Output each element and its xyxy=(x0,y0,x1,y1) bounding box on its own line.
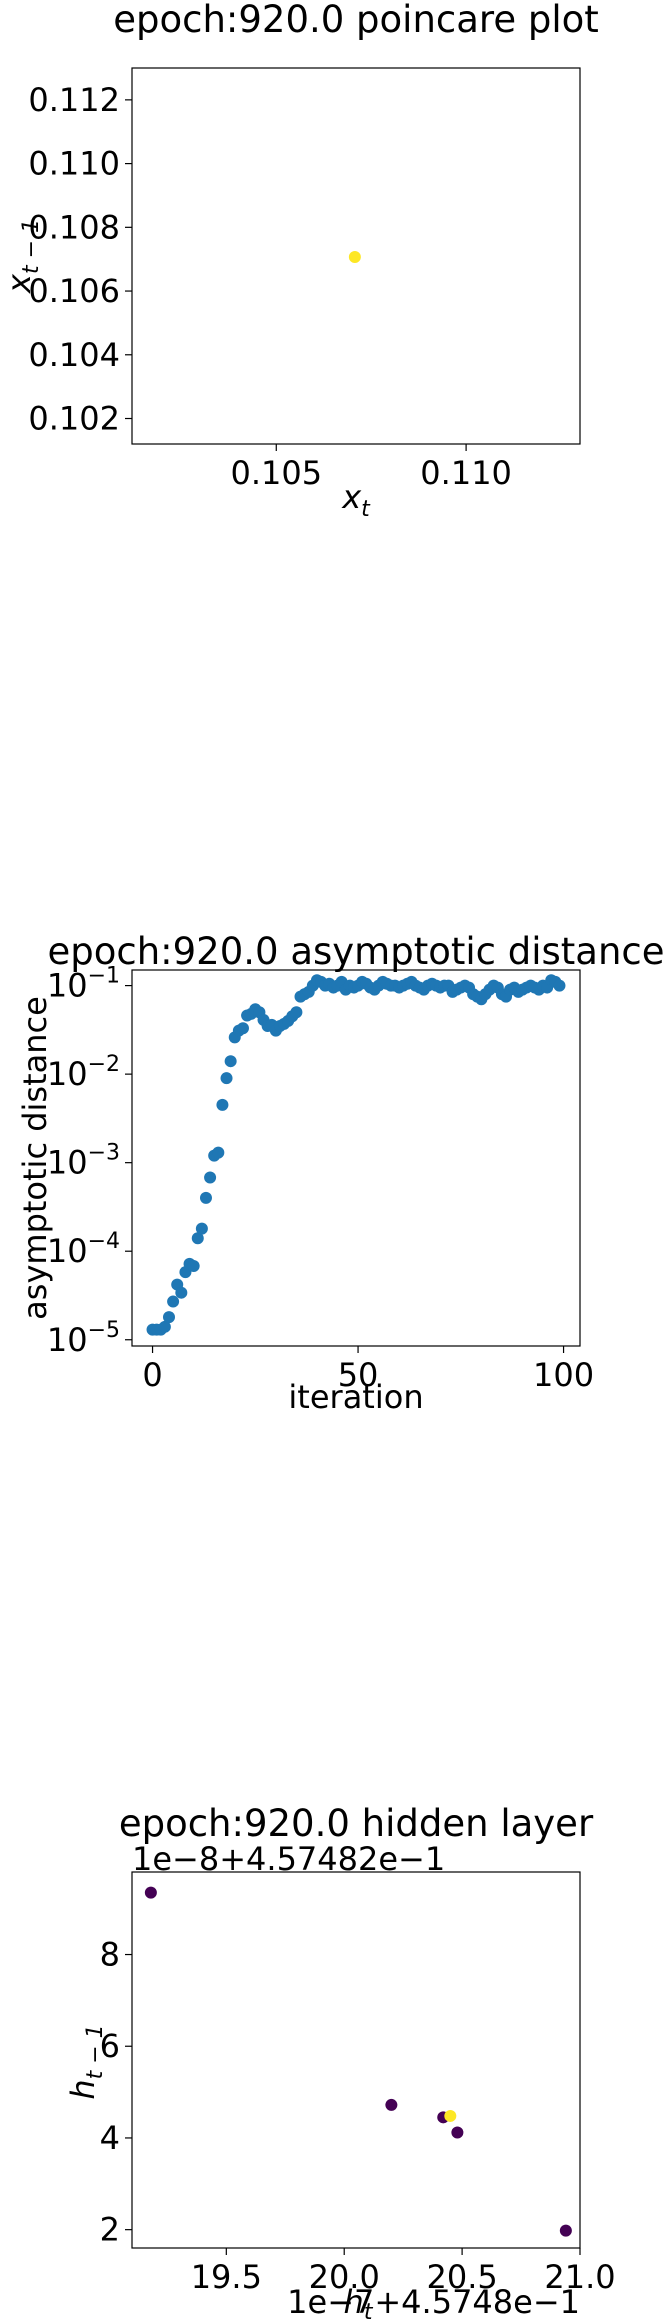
y-axis-label: xt − 1 xyxy=(0,219,44,294)
data-points xyxy=(146,974,566,1336)
data-point xyxy=(216,1098,229,1111)
y-tick-label: 2 xyxy=(100,2211,120,2249)
plot-frame xyxy=(131,969,581,1347)
x-offset-text: 1e−7+4.5748e−1 xyxy=(287,2283,580,2321)
poincare-chart: epoch:920.0 poincare plot 0.102 0.104 0.10… xyxy=(0,0,663,560)
x-axis-label: xt xyxy=(341,478,371,522)
x-tick-label: 20.5 xyxy=(426,2258,497,2296)
hidden-layer-chart-svg: epoch:920.0 hidden layer 1e−8+4.57482e−1… xyxy=(64,1802,616,2323)
data-point xyxy=(204,1171,217,1184)
hidden-layer-chart: epoch:920.0 hidden layer 1e−8+4.57482e−1… xyxy=(0,1800,663,2323)
data-point xyxy=(385,2098,398,2111)
data-point xyxy=(162,1311,175,1324)
chart-title: epoch:920.0 poincare plot xyxy=(113,0,599,41)
y-tick-label: 0.104 xyxy=(28,336,120,374)
data-point xyxy=(191,1232,204,1245)
y-tick-label: 10−4 xyxy=(47,1229,120,1270)
x-ticks: 19.5 20.0 20.5 21.0 xyxy=(191,2248,616,2296)
data-point xyxy=(158,1320,171,1333)
asymptotic-distance-chart: epoch:920.0 asymptotic distance 10−5 10−4… xyxy=(0,920,663,1440)
y-axis-label: ht − 1 xyxy=(64,2024,108,2099)
data-point xyxy=(559,2224,572,2237)
y-ticks: 0.102 0.104 0.106 0.108 0.110 0.112 xyxy=(28,81,132,438)
x-tick-label: 50 xyxy=(338,1356,379,1394)
x-tick-label: 20.0 xyxy=(309,2258,380,2296)
data-point xyxy=(444,2109,457,2122)
y-ticks: 2 4 6 8 xyxy=(100,1936,132,2249)
x-tick-label: 0 xyxy=(142,1356,162,1394)
data-point xyxy=(199,1191,212,1204)
x-ticks: 0.105 0.110 xyxy=(230,444,512,492)
chart-title: epoch:920.0 asymptotic distance xyxy=(47,930,663,973)
data-point xyxy=(187,1260,200,1273)
data-point xyxy=(224,1055,237,1068)
data-point xyxy=(144,1886,157,1899)
x-tick-label: 19.5 xyxy=(191,2258,262,2296)
data-point xyxy=(175,1286,188,1299)
data-point xyxy=(451,2126,464,2139)
y-tick-label: 4 xyxy=(100,2119,120,2157)
data-point xyxy=(212,1146,225,1159)
x-tick-label: 21.0 xyxy=(544,2258,615,2296)
y-tick-label: 0.102 xyxy=(28,400,120,438)
y-tick-label: 0.110 xyxy=(28,145,120,183)
y-tick-label: 8 xyxy=(100,1936,120,1974)
data-point xyxy=(167,1295,180,1308)
y-tick-label: 0.106 xyxy=(28,272,120,310)
data-point xyxy=(236,1022,249,1035)
y-axis-label: asymptotic distance xyxy=(16,996,54,1320)
asymptotic-distance-chart-svg: epoch:920.0 asymptotic distance 10−5 10−4… xyxy=(16,930,663,1416)
y-tick-label: 10−5 xyxy=(47,1318,120,1359)
y-tick-label: 6 xyxy=(100,2027,120,2065)
data-points xyxy=(348,250,361,263)
chart-title: epoch:920.0 hidden layer xyxy=(119,1802,594,1845)
data-point xyxy=(220,1072,233,1085)
plot-frame xyxy=(131,1871,581,2249)
x-tick-label: 0.110 xyxy=(420,454,512,492)
poincare-chart-svg: epoch:920.0 poincare plot 0.1020.1040.10… xyxy=(0,0,599,522)
data-point xyxy=(195,1222,208,1235)
x-axis-label: iteration xyxy=(288,1378,423,1416)
y-tick-label: 0.108 xyxy=(28,208,120,246)
x-tick-label: 0.105 xyxy=(230,454,322,492)
data-point xyxy=(553,979,566,992)
y-tick-label: 0.112 xyxy=(28,81,120,119)
y-tick-label: 10−3 xyxy=(47,1141,120,1182)
plot-frame xyxy=(131,67,581,445)
y-tick-label: 10−1 xyxy=(47,964,120,1005)
y-tick-label: 10−2 xyxy=(47,1052,120,1093)
x-axis-label: ht xyxy=(344,2283,374,2323)
data-point xyxy=(348,250,361,263)
x-tick-label: 100 xyxy=(533,1356,594,1394)
x-ticks: 0 50 100 xyxy=(142,1346,594,1394)
y-ticks: 10−5 10−4 10−3 10−2 10−1 xyxy=(47,964,132,1359)
data-point xyxy=(290,1006,303,1019)
data-points xyxy=(144,1886,572,2237)
